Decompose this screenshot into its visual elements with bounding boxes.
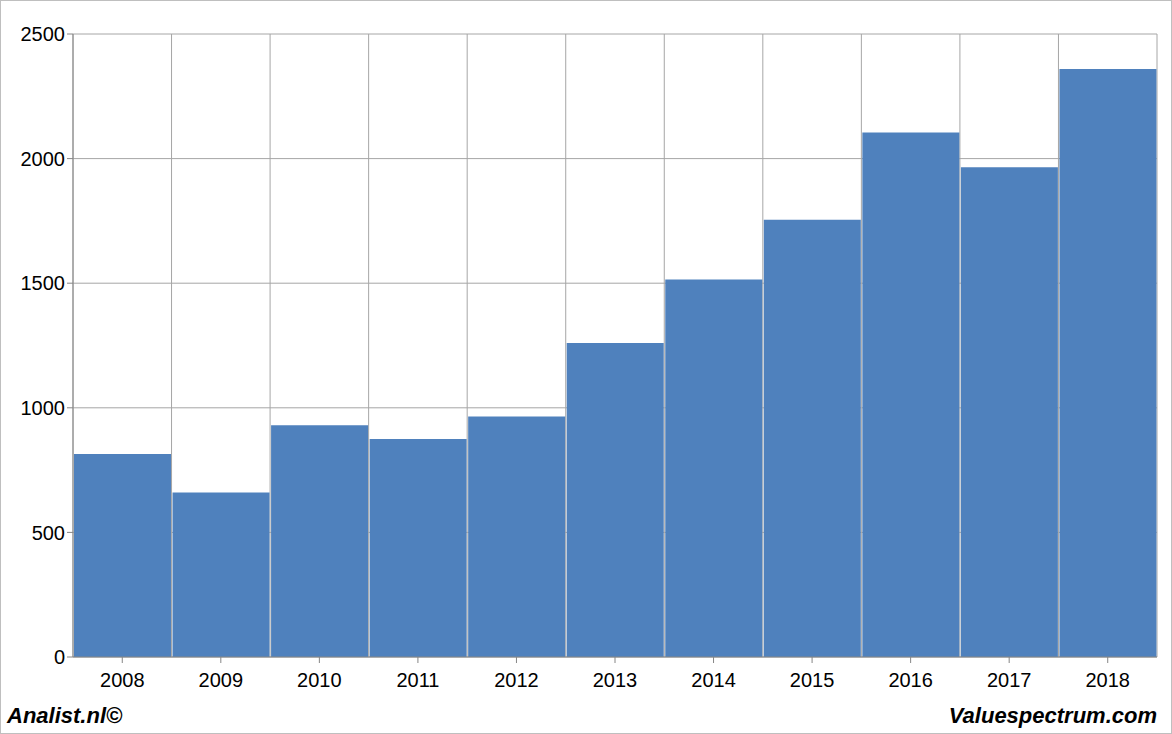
svg-text:2009: 2009 <box>199 669 244 691</box>
svg-text:1000: 1000 <box>21 397 66 419</box>
svg-text:2008: 2008 <box>100 669 145 691</box>
svg-text:2012: 2012 <box>494 669 539 691</box>
svg-text:0: 0 <box>54 646 65 668</box>
svg-text:2011: 2011 <box>396 669 439 691</box>
svg-text:2017: 2017 <box>987 669 1032 691</box>
svg-text:2000: 2000 <box>21 148 66 170</box>
svg-text:500: 500 <box>32 522 65 544</box>
svg-text:2018: 2018 <box>1085 669 1130 691</box>
svg-text:1500: 1500 <box>21 272 66 294</box>
svg-text:2010: 2010 <box>297 669 342 691</box>
svg-text:2013: 2013 <box>593 669 638 691</box>
svg-text:2014: 2014 <box>691 669 736 691</box>
svg-text:2500: 2500 <box>21 23 66 45</box>
html-text:Valuespectrum.com: Valuespectrum.com <box>948 703 1157 728</box>
html-text:Analist.nl©: Analist.nl© <box>7 703 123 728</box>
svg-text:2015: 2015 <box>790 669 835 691</box>
svg-text:2016: 2016 <box>888 669 933 691</box>
